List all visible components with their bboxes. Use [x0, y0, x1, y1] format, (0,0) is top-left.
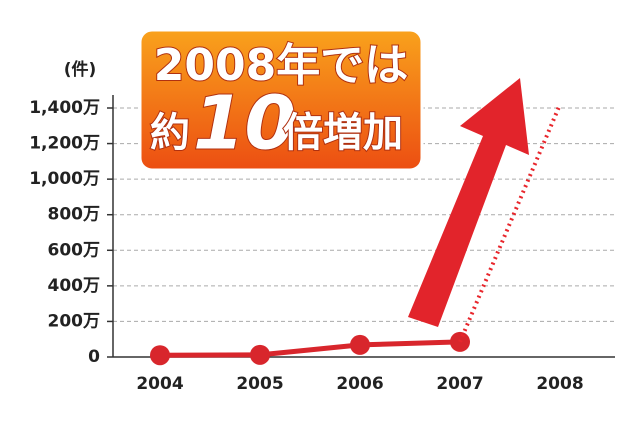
- y-tick-label: 200万: [48, 311, 101, 331]
- projection-line: [458, 103, 562, 343]
- unit-label: (件): [64, 59, 97, 80]
- y-tick-label: 400万: [48, 276, 101, 296]
- series-line: [159, 339, 461, 358]
- point: [250, 344, 270, 365]
- callout-line1: 2008年では: [154, 40, 408, 91]
- callout-prefix: 約: [150, 110, 190, 156]
- y-tick-label: 1,200万: [29, 134, 100, 154]
- y-tick-label: 1,000万: [29, 169, 100, 189]
- x-tick-label: 2006: [336, 374, 383, 394]
- callout-suffix: 倍増加: [283, 110, 403, 156]
- x-tick-label: 2008: [536, 374, 583, 394]
- x-tick-label: 2007: [436, 374, 483, 394]
- y-tick-label: 800万: [48, 205, 101, 225]
- point: [150, 345, 170, 366]
- callout-box: [138, 28, 424, 172]
- y-tick-label: 1,400万: [29, 98, 100, 118]
- y-tick-label: 600万: [48, 240, 101, 260]
- point: [350, 334, 370, 355]
- y-tick-label: 0: [88, 347, 100, 367]
- x-tick-label: 2005: [236, 374, 283, 394]
- arrow: [408, 78, 529, 327]
- x-tick-label: 2004: [136, 374, 183, 394]
- callout-number: 10: [193, 81, 296, 167]
